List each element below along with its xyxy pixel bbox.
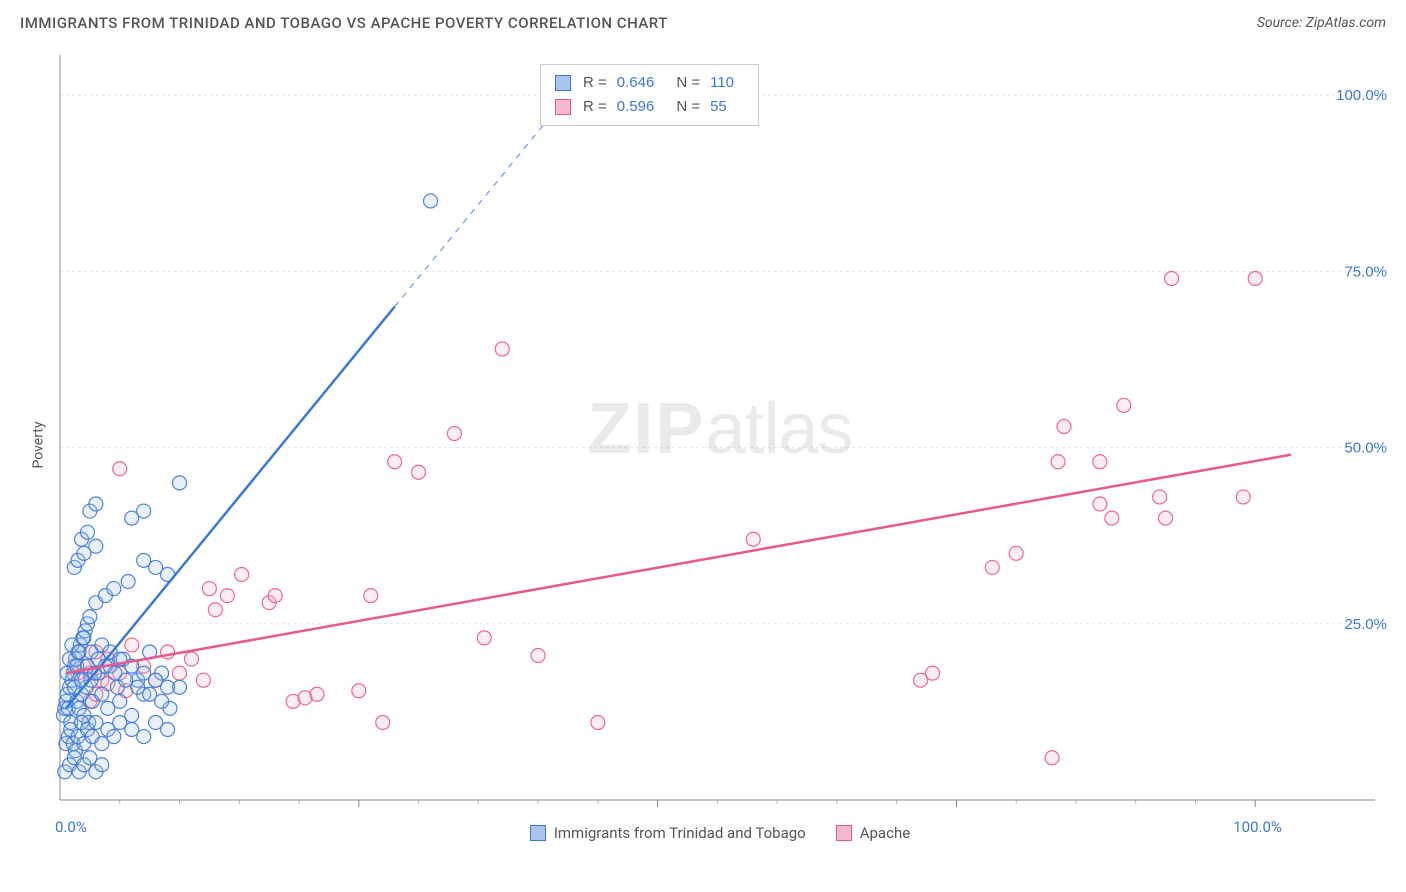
source-prefix: Source: — [1257, 15, 1306, 31]
legend-row-series1: R = 0.646 N = 110 — [555, 71, 744, 95]
series1-name: Immigrants from Trinidad and Tobago — [554, 824, 806, 842]
series2-name: Apache — [860, 824, 910, 842]
legend-row-series2: R = 0.596 N = 55 — [555, 95, 744, 119]
source-attribution: Source: ZipAtlas.com — [1257, 15, 1386, 31]
n-label: N = — [676, 95, 700, 119]
bottom-legend: Immigrants from Trinidad and Tobago Apac… — [50, 824, 1390, 842]
r-label: R = — [583, 95, 607, 119]
scatter-chart: 25.0% 50.0% 75.0% 100.0% — [50, 50, 1390, 840]
svg-text:100.0%: 100.0% — [1336, 87, 1387, 104]
x-max-label: 100.0% — [1233, 818, 1282, 836]
y-axis-label: Poverty — [31, 421, 47, 468]
swatch-series1 — [555, 75, 571, 91]
svg-text:25.0%: 25.0% — [1344, 616, 1387, 633]
correlation-legend: R = 0.646 N = 110 R = 0.596 N = 55 — [540, 64, 759, 126]
r-value-series1: 0.646 — [617, 71, 655, 95]
n-label: N = — [676, 71, 700, 95]
r-label: R = — [583, 71, 607, 95]
bottom-legend-item-series2: Apache — [836, 824, 910, 842]
chart-container: Poverty R = 0.646 N = 110 R = 0.596 N = … — [50, 50, 1390, 840]
swatch-series2 — [555, 99, 571, 115]
x-origin-label: 0.0% — [55, 818, 87, 836]
swatch-series2 — [836, 825, 852, 841]
r-value-series2: 0.596 — [617, 95, 655, 119]
svg-text:50.0%: 50.0% — [1344, 440, 1387, 457]
swatch-series1 — [530, 825, 546, 841]
chart-title: IMMIGRANTS FROM TRINIDAD AND TOBAGO VS A… — [20, 14, 668, 32]
n-value-series2: 55 — [710, 95, 727, 119]
n-value-series1: 110 — [710, 71, 734, 95]
bottom-legend-item-series1: Immigrants from Trinidad and Tobago — [530, 824, 806, 842]
source-name: ZipAtlas.com — [1306, 15, 1386, 31]
svg-text:75.0%: 75.0% — [1344, 263, 1387, 280]
